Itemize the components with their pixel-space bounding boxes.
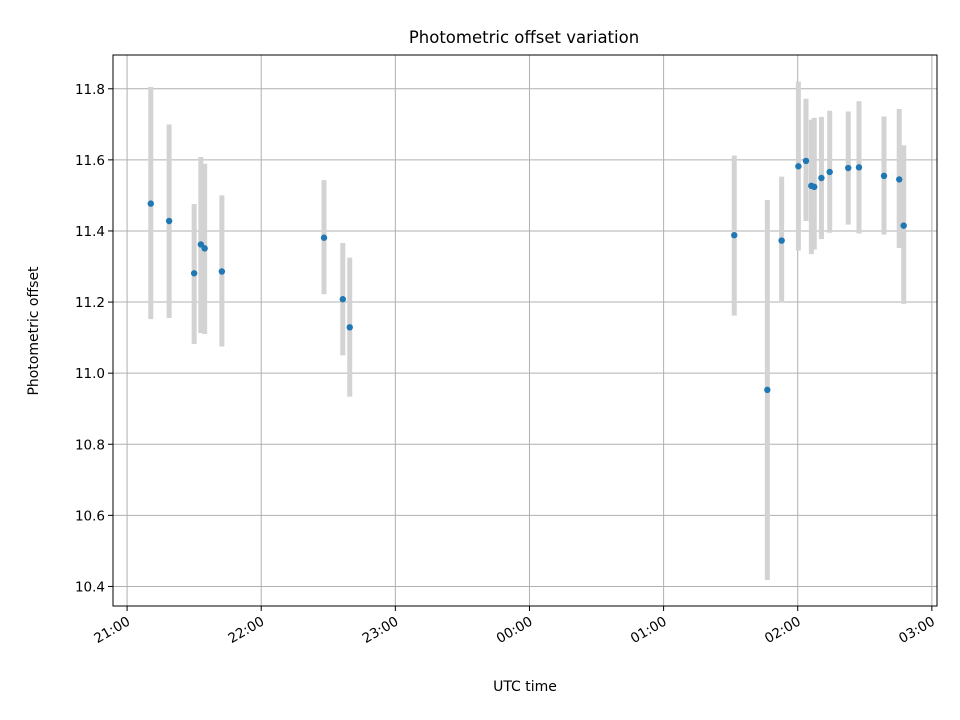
data-point <box>880 172 888 180</box>
y-axis-ticks: 10.4 10.6 10.8 11.0 11.2 11.4 11.6 11.8 <box>75 82 113 595</box>
chart-title: Photometric offset variation <box>409 28 639 47</box>
data-point <box>778 237 785 244</box>
data-point <box>802 157 810 165</box>
data-point <box>339 296 347 303</box>
y-tick-label: 11.0 <box>75 366 105 382</box>
data-point <box>845 164 852 172</box>
data-point <box>855 164 863 171</box>
y-tick-label: 11.8 <box>75 82 105 98</box>
data-point <box>346 324 353 331</box>
data-point <box>320 234 328 241</box>
y-tick-label: 10.6 <box>75 508 105 524</box>
data-point <box>731 232 738 239</box>
y-tick-label: 10.4 <box>75 579 105 595</box>
data-point <box>201 245 208 252</box>
y-tick-label: 11.6 <box>75 153 105 169</box>
data-point <box>826 168 833 176</box>
data-point <box>147 200 154 207</box>
data-point <box>190 270 198 277</box>
data-point <box>900 222 907 229</box>
data-point <box>896 176 903 183</box>
x-axis-label: UTC time <box>493 679 557 695</box>
data-points <box>147 157 907 394</box>
y-tick-label: 11.2 <box>75 295 105 311</box>
plot-frame <box>112 54 938 607</box>
data-point <box>811 183 818 191</box>
data-point <box>818 174 825 182</box>
y-tick-label: 11.4 <box>75 224 105 240</box>
data-point <box>165 217 173 225</box>
data-point <box>795 163 802 170</box>
data-point <box>218 268 226 275</box>
data-point <box>764 386 771 394</box>
y-tick-label: 10.8 <box>75 437 105 453</box>
y-axis-label: Photometric offset <box>26 266 42 396</box>
